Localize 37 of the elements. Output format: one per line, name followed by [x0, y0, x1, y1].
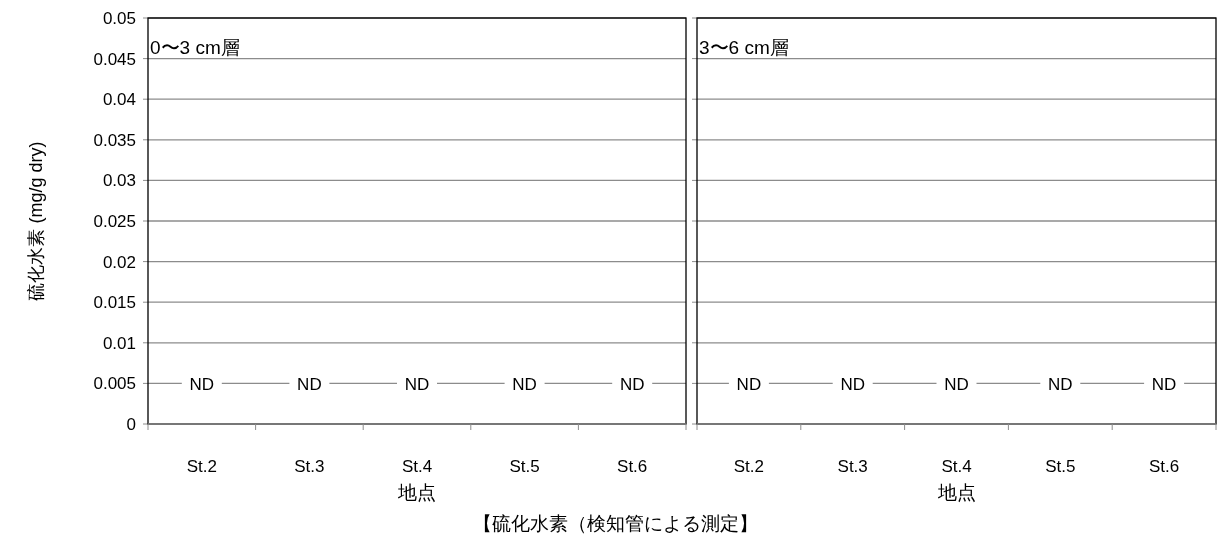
annotation: ND: [189, 375, 215, 395]
y-tick-label: 0.02: [102, 252, 136, 272]
x-tick-label: St.5: [1045, 457, 1076, 476]
x-tick-label: St.3: [294, 457, 325, 476]
annotation: ND: [736, 375, 762, 395]
text: 0〜3 cm層: [150, 37, 240, 58]
y-tick-label: 0: [126, 415, 136, 434]
text: 3〜6 cm層: [699, 37, 789, 58]
annotation: ND: [404, 375, 430, 395]
y-tick-label: 0.04: [102, 90, 136, 110]
y-tick-label: 0.03: [102, 171, 136, 191]
annotation: ND: [1048, 375, 1073, 395]
annotation: ND: [297, 375, 322, 395]
x-tick-label: St.5: [509, 457, 540, 476]
annotation: ND: [512, 375, 537, 395]
x-tick-label: St.6: [1148, 457, 1180, 476]
x-tick-label: St.2: [733, 457, 765, 476]
y-tick-label: 0.045: [93, 49, 136, 69]
y-tick-label: 0.035: [93, 130, 136, 150]
y-tick-label: 0.015: [93, 293, 136, 313]
annotation: ND: [1151, 375, 1177, 395]
y-tick-label: 0.05: [102, 9, 136, 28]
x-tick-label: St.2: [186, 457, 217, 476]
x-tick-label: St.4: [941, 457, 972, 476]
y-axis-title: 硫化水素 (mg/g dry): [26, 141, 46, 301]
annotation: ND: [944, 375, 969, 395]
x-tick-label: St.3: [837, 457, 868, 476]
x-tick-label: St.6: [617, 457, 648, 476]
x-axis-title: 地点: [936, 482, 976, 503]
x-axis-title: 地点: [397, 482, 436, 503]
text: 【硫化水素（検知管による測定】: [473, 513, 758, 534]
annotation: ND: [619, 375, 645, 395]
y-tick-label: 0.01: [102, 333, 136, 353]
y-tick-label: 0.025: [93, 212, 136, 231]
annotation: ND: [840, 375, 865, 395]
y-tick-label: 0.005: [93, 374, 136, 394]
x-tick-label: St.4: [401, 457, 433, 476]
